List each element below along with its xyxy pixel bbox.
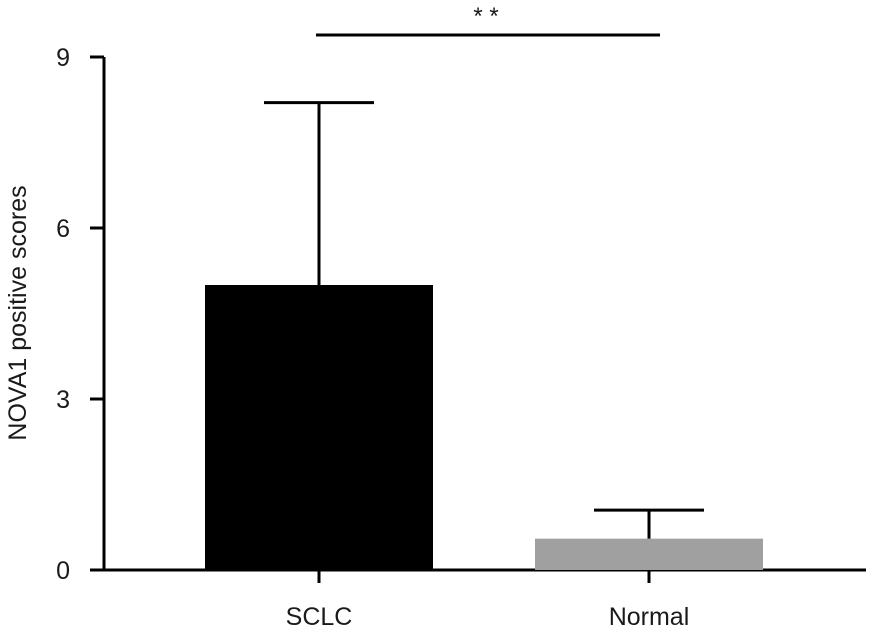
significance-label: * * — [473, 3, 498, 30]
significance-annotation: * * — [316, 3, 660, 37]
y-tick-label: 3 — [56, 386, 70, 414]
bar-normal — [535, 538, 763, 570]
y-tick-label: 0 — [56, 557, 70, 585]
y-axis-ticks: 0 3 6 9 — [56, 44, 104, 585]
y-axis-label: NOVA1 positive scores — [4, 185, 32, 440]
x-tick-label: SCLC — [286, 603, 353, 631]
bars-group: SCLC Normal — [205, 101, 763, 631]
bar-sclc — [205, 285, 433, 570]
y-tick-label: 6 — [56, 215, 70, 243]
x-tick-label: Normal — [609, 603, 690, 631]
y-tick-label: 9 — [56, 44, 70, 72]
